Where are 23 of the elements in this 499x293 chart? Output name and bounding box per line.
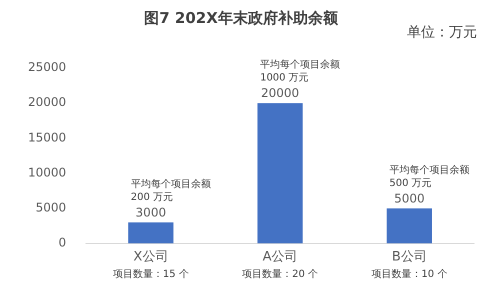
text: 项目数量：15 个 xyxy=(112,268,189,280)
text: 单位：万元 xyxy=(407,24,477,41)
bar xyxy=(128,222,174,244)
y-tick-label: 5000 xyxy=(36,200,66,214)
annotation: 平均每个项目余额 1000 万元 xyxy=(260,58,340,84)
y-tick-label: 25000 xyxy=(28,60,66,74)
bar xyxy=(386,208,432,244)
annotation: 平均每个项目余额 200 万元 xyxy=(130,178,211,203)
x-tick-label: X公司 xyxy=(133,250,168,265)
text: 项目数量：20 个 xyxy=(242,268,318,280)
x-tick-label: A公司 xyxy=(262,250,298,265)
text: 项目数量：10 个 xyxy=(371,268,448,280)
y-tick-label: 20000 xyxy=(28,95,66,110)
y-tick-label: 15000 xyxy=(28,130,66,144)
annotation: 平均每个项目余额 500 万元 xyxy=(389,164,470,189)
chart-title: 图7 202X年末政府补助余额 xyxy=(144,8,339,27)
bar xyxy=(257,103,303,244)
y-tick-label: 10000 xyxy=(28,165,66,180)
data-label: 3000 xyxy=(136,205,166,220)
data-label: 20000 xyxy=(260,86,300,100)
y-tick-label: 0 xyxy=(58,236,66,250)
x-tick-label: B公司 xyxy=(392,250,427,265)
data-label: 5000 xyxy=(394,191,425,206)
